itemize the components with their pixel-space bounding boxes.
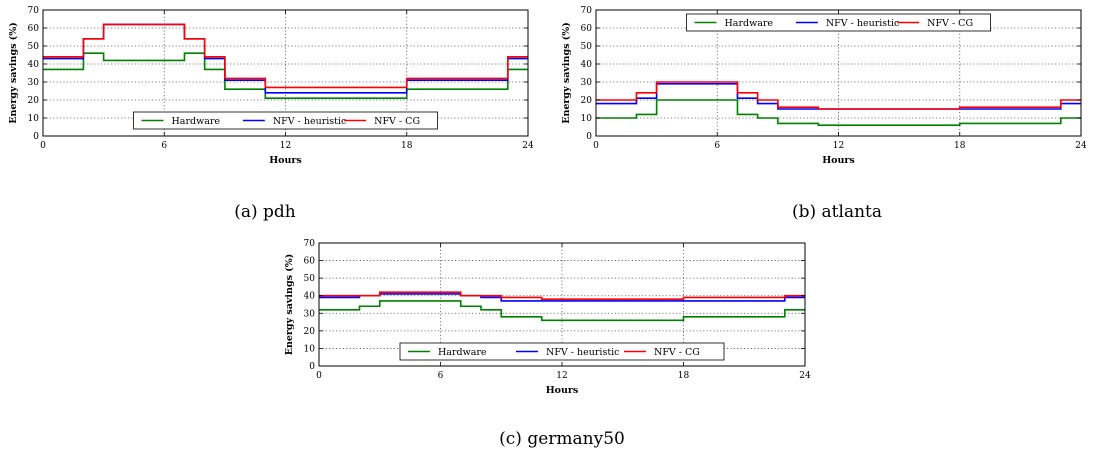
y-tick-label: 50 [28, 42, 40, 52]
x-tick-label: 0 [316, 371, 322, 381]
series-line-nfv-cg [596, 81, 1081, 110]
chart-panel-2: 0 10 20 30 40 50 60 70 0 6 12 18 24 Hours Energy savin… [284, 239, 811, 449]
series-line-hardware [43, 52, 528, 99]
y-tick-label: 50 [304, 274, 316, 284]
y-tick-label: 20 [304, 327, 316, 337]
y-tick-label: 30 [581, 78, 593, 88]
subfigure-caption: (a) pdh [234, 202, 296, 222]
legend-label: NFV - heuristic [273, 116, 347, 127]
x-tick-label: 0 [593, 141, 599, 151]
y-tick-label: 70 [28, 6, 40, 16]
y-tick-label: 70 [304, 239, 316, 249]
y-tick-label: 40 [581, 60, 593, 70]
legend-box [133, 111, 438, 130]
legend: Hardware NFV - heuristic NFV - CG [399, 342, 725, 361]
x-tick-label: 6 [714, 141, 720, 151]
x-tick-label: 24 [522, 141, 534, 151]
x-tick-label: 24 [799, 371, 811, 381]
y-axis-label: Energy savings (%) [8, 22, 19, 124]
legend-box [399, 342, 725, 361]
series-line-nfv-cg [43, 23, 528, 89]
subfigure-caption: (b) atlanta [792, 202, 882, 222]
chart-panel-1: 0 10 20 30 40 50 60 70 0 6 12 18 24 Hours Energy savin… [561, 6, 1087, 222]
x-axis-label: Hours [546, 385, 579, 396]
y-tick-label: 0 [586, 132, 592, 142]
legend-label: NFV - heuristic [546, 347, 620, 358]
legend: Hardware NFV - heuristic NFV - CG [133, 111, 438, 130]
x-tick-label: 0 [40, 141, 46, 151]
y-tick-label: 10 [304, 344, 316, 354]
y-tick-label: 60 [581, 24, 593, 34]
legend-label: Hardware [438, 347, 487, 358]
y-tick-label: 30 [304, 309, 316, 319]
y-tick-label: 10 [581, 114, 593, 124]
legend-box [686, 13, 991, 32]
y-tick-label: 0 [309, 362, 315, 372]
y-tick-label: 70 [581, 6, 593, 16]
legend-label: Hardware [725, 18, 774, 29]
x-tick-label: 6 [438, 371, 444, 381]
legend-label: NFV - CG [927, 18, 973, 29]
y-tick-label: 60 [28, 24, 40, 34]
x-axis-label: Hours [822, 155, 855, 166]
legend-label: NFV - CG [654, 347, 700, 358]
y-tick-label: 40 [28, 60, 40, 70]
x-tick-label: 12 [280, 141, 291, 151]
series-line-nfv-cg [319, 291, 805, 301]
y-tick-label: 60 [304, 257, 316, 267]
series-line-hardware [596, 99, 1081, 126]
y-tick-label: 30 [28, 78, 40, 88]
x-tick-label: 18 [954, 141, 966, 151]
x-axis-label: Hours [269, 155, 302, 166]
y-tick-label: 20 [28, 96, 40, 106]
series-line-hardware [319, 300, 805, 322]
y-tick-label: 10 [28, 114, 40, 124]
chart-panel-0: 0 10 20 30 40 50 60 70 0 6 12 18 24 Hours Energy savin… [8, 6, 534, 222]
series-line-nfv-heuristic [596, 83, 1081, 110]
y-axis-label: Energy savings (%) [284, 254, 295, 356]
y-tick-label: 50 [581, 42, 593, 52]
y-axis-label: Energy savings (%) [561, 22, 572, 124]
y-tick-label: 20 [581, 96, 593, 106]
x-tick-label: 12 [556, 371, 567, 381]
x-tick-label: 18 [401, 141, 413, 151]
x-tick-label: 24 [1075, 141, 1087, 151]
x-tick-label: 18 [678, 371, 690, 381]
legend-label: NFV - heuristic [826, 18, 900, 29]
legend-label: Hardware [172, 116, 221, 127]
x-tick-label: 12 [833, 141, 844, 151]
x-tick-label: 6 [161, 141, 167, 151]
legend: Hardware NFV - heuristic NFV - CG [686, 13, 991, 32]
legend-label: NFV - CG [374, 116, 420, 127]
y-tick-label: 0 [33, 132, 39, 142]
y-tick-label: 40 [304, 292, 316, 302]
subfigure-caption: (c) germany50 [499, 429, 625, 449]
